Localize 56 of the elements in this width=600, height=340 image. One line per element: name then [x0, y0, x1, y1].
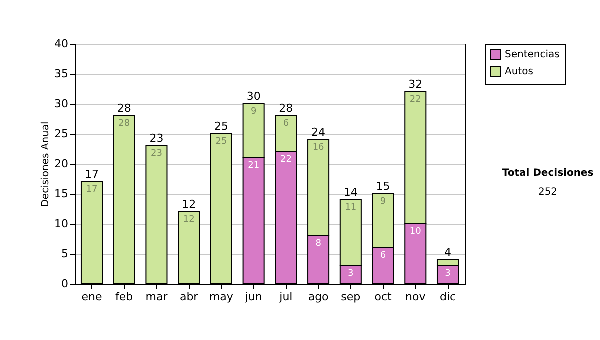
legend-label: Autos	[505, 66, 534, 78]
total-label: 23	[150, 132, 164, 145]
x-tick-label: nov	[406, 290, 426, 304]
text: Total Decisiones	[501, 168, 595, 179]
y-tick-label: 30	[54, 98, 68, 110]
data-label: 25	[216, 137, 228, 147]
data-label: 8	[316, 239, 322, 249]
x-tick-label: jun	[244, 290, 262, 304]
y-tick-label: 10	[54, 218, 68, 230]
y-tick-label: 40	[54, 38, 68, 50]
data-label: 16	[312, 143, 325, 153]
total-label: 24	[312, 126, 326, 139]
data-label: 22	[410, 95, 422, 105]
total-label: 12	[182, 198, 196, 211]
x-tick-label: feb	[116, 290, 134, 304]
x-tick-label: may	[209, 290, 234, 304]
total-label: 25	[214, 120, 228, 133]
x-tick-label: ene	[82, 290, 102, 304]
y-tick-label: 20	[54, 158, 68, 170]
total-label: 32	[408, 78, 423, 91]
x-tick-label: jul	[278, 290, 293, 304]
data-label: 12	[183, 215, 195, 225]
legend-label: Sentencias	[505, 50, 560, 60]
total-label: 28	[279, 102, 294, 115]
total-label: 15	[376, 180, 390, 193]
x-tick-label: abr	[180, 290, 199, 304]
total-label: 17	[84, 168, 99, 181]
data-label: 22	[280, 155, 292, 165]
x-tick-label: mar	[146, 290, 168, 304]
x-tick-label: sep	[341, 290, 361, 304]
text: 252	[537, 187, 559, 198]
data-label: 10	[410, 227, 422, 237]
x-tick-label: ago	[308, 290, 330, 304]
total-label: 28	[117, 102, 132, 115]
data-label: 3	[445, 269, 451, 279]
data-label: 6	[380, 251, 386, 261]
total-label: 4	[444, 246, 452, 259]
y-tick-label: 5	[62, 248, 68, 260]
x-tick-label: dic	[440, 290, 456, 304]
data-label: 23	[150, 149, 162, 159]
data-label: 9	[380, 197, 386, 207]
data-label: 28	[118, 119, 130, 129]
data-label: 6	[283, 119, 290, 129]
data-label: 11	[345, 203, 357, 213]
y-tick-label: 15	[54, 188, 68, 200]
y-tick-label: 25	[54, 128, 68, 140]
y-tick-label: 0	[62, 278, 68, 290]
data-label: 21	[248, 161, 260, 171]
total-label: 14	[344, 186, 358, 199]
x-tick-label: oct	[374, 290, 393, 304]
data-label: 3	[348, 269, 354, 279]
y-axis-title: Decisiones Anual	[40, 122, 52, 208]
data-label: 9	[250, 107, 257, 117]
data-label: 17	[86, 185, 98, 195]
total-label: 30	[246, 90, 261, 103]
y-tick-label: 35	[54, 68, 68, 80]
